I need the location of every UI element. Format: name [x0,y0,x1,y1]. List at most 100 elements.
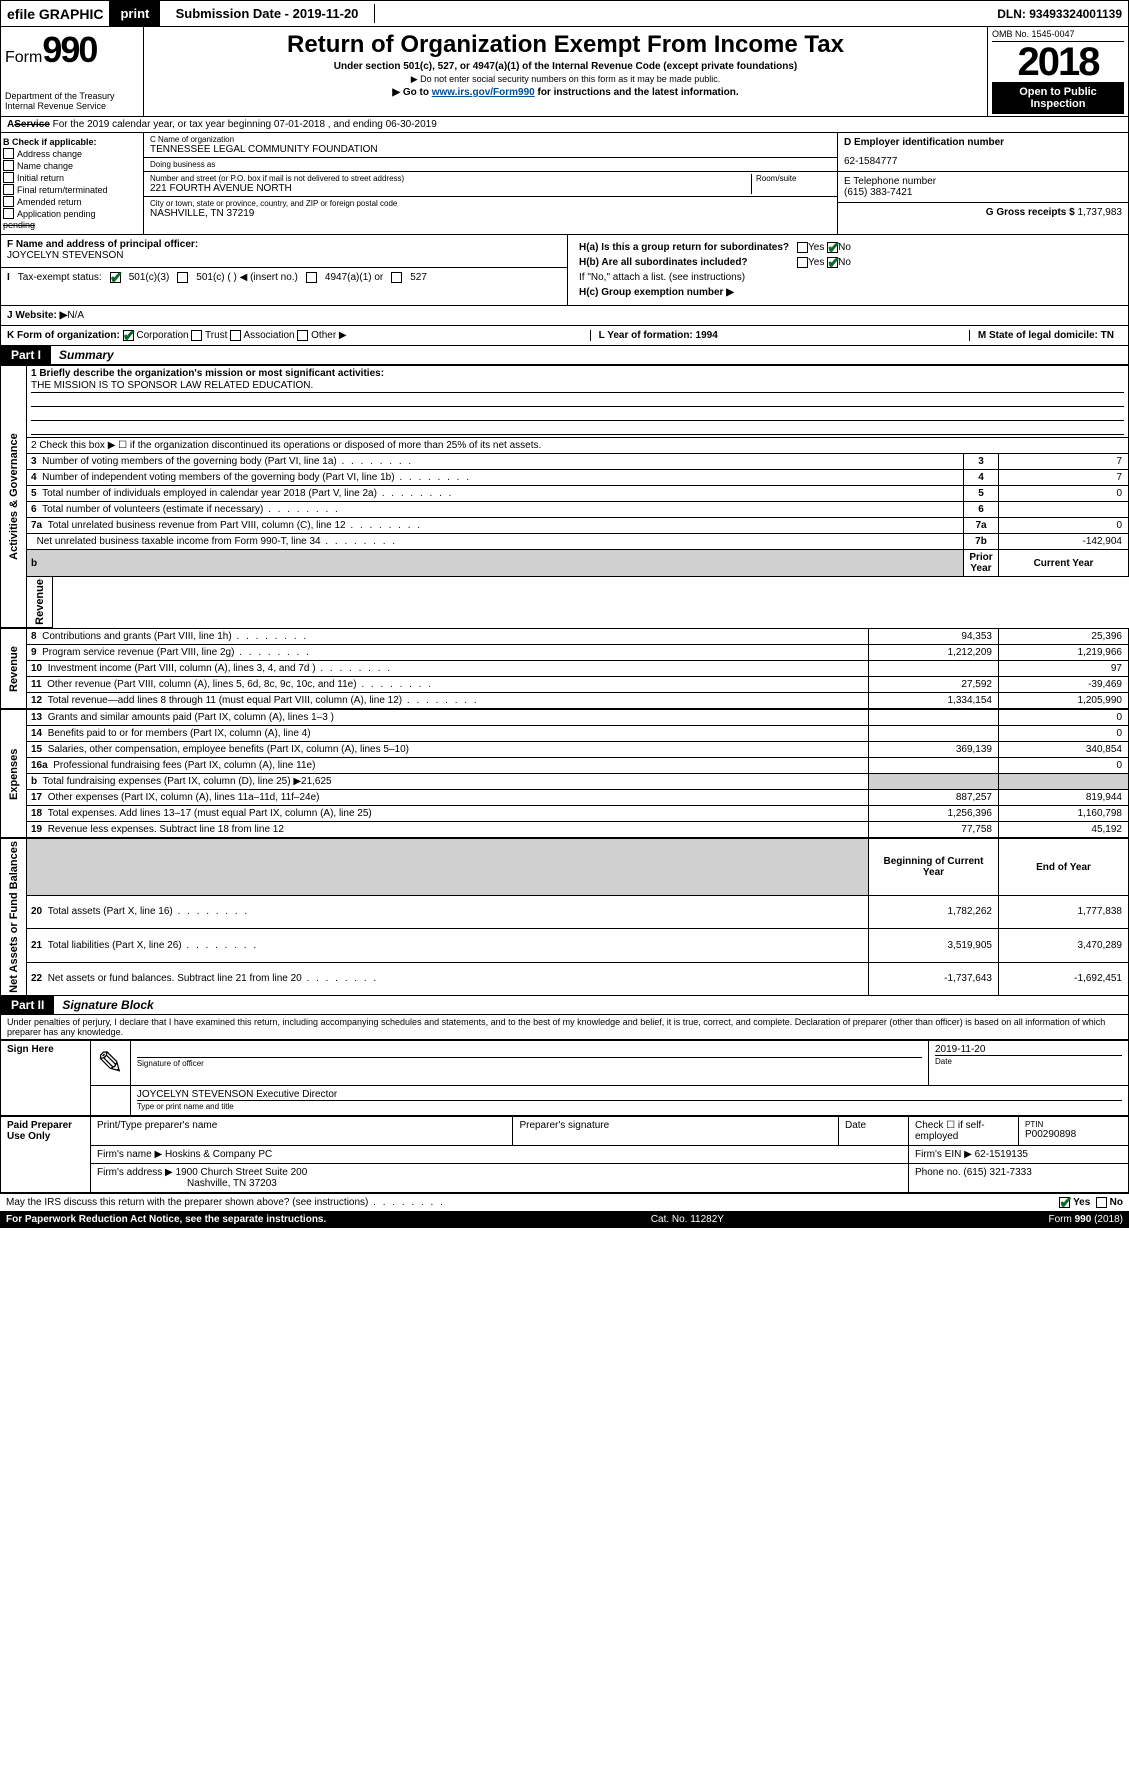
header: Form990 Department of the Treasury Inter… [0,27,1129,117]
col-b-header: B Check if applicable: [3,137,141,147]
chk-4947[interactable] [306,272,317,283]
chk-hb-no[interactable] [827,257,838,268]
chk-corp[interactable] [123,330,134,341]
officer-name: JOYCELYN STEVENSON [7,250,561,261]
footer: For Paperwork Reduction Act Notice, see … [0,1211,1129,1228]
chk-address-change[interactable] [3,148,14,159]
revenue-table: Revenue8 Contributions and grants (Part … [0,628,1129,709]
chk-app-pending[interactable] [3,208,14,219]
addr: 221 FOURTH AVENUE NORTH [150,183,751,194]
self-emp: Check ☐ if self-employed [909,1117,1019,1146]
irs-link[interactable]: www.irs.gov/Form990 [432,87,535,98]
officer-printed: JOYCELYN STEVENSON Executive Director [137,1089,1122,1101]
tax-exempt-label: Tax-exempt status: [18,272,102,283]
city-label: City or town, state or province, country… [150,199,831,208]
footer-center: Cat. No. 11282Y [651,1214,724,1225]
penalty-text: Under penalties of perjury, I declare th… [0,1015,1129,1040]
print-button[interactable]: print [109,1,160,26]
gross-label: G Gross receipts $ [986,207,1078,218]
discuss-label: May the IRS discuss this return with the… [6,1197,445,1208]
part2-num: Part II [1,996,54,1014]
chk-ha-yes[interactable] [797,242,808,253]
sign-here-table: Sign Here ✎ Signature of officer 2019-11… [0,1040,1129,1116]
firm-name: Hoskins & Company PC [165,1149,272,1160]
chk-assoc[interactable] [230,330,241,341]
firm-addr1: 1900 Church Street Suite 200 [176,1167,308,1178]
chk-trust[interactable] [191,330,202,341]
form-prefix: Form [5,49,42,66]
discuss-row: May the IRS discuss this return with the… [0,1193,1129,1211]
col-prior: Prior Year [964,550,999,577]
col-b: B Check if applicable: Address change Na… [1,133,144,234]
chk-other[interactable] [297,330,308,341]
col-de: D Employer identification number 62-15847… [838,133,1128,234]
org-name: TENNESSEE LEGAL COMMUNITY FOUNDATION [150,144,831,155]
form-subtitle: Under section 501(c), 527, or 4947(a)(1)… [150,61,981,72]
chk-501c3[interactable] [110,272,121,283]
chk-discuss-no[interactable] [1096,1197,1107,1208]
ptin: P00290898 [1025,1129,1122,1140]
dba-label: Doing business as [150,160,831,169]
topbar: efile GRAPHIC print Submission Date - 20… [0,0,1129,27]
hb-label: H(b) Are all subordinates included? [576,256,792,269]
col-h: H(a) Is this a group return for subordin… [568,235,1128,305]
room-label: Room/suite [756,174,831,183]
header-right: OMB No. 1545-0047 2018 Open to Public In… [988,27,1128,116]
part2-header: Part II Signature Block [0,996,1129,1015]
expenses-table: Expenses13 Grants and similar amounts pa… [0,709,1129,838]
chk-501c[interactable] [177,272,188,283]
sign-here-label: Sign Here [1,1041,91,1116]
part1-header: Part I Summary [0,346,1129,365]
form-org-label: K Form of organization: [7,330,120,341]
paid-label: Paid Preparer Use Only [1,1117,91,1193]
firm-ein: 62-1519135 [975,1149,1028,1160]
website-label: J Website: ▶ [7,310,67,321]
footer-left: For Paperwork Reduction Act Notice, see … [6,1214,326,1225]
chk-amended[interactable] [3,196,14,207]
efile-label: efile GRAPHIC [1,4,109,24]
form-note-2: ▶ Go to www.irs.gov/Form990 for instruct… [150,87,981,98]
form-title: Return of Organization Exempt From Incom… [150,31,981,59]
chk-name-change[interactable] [3,160,14,171]
sig-date-label: Date [935,1057,952,1066]
ein-label: D Employer identification number [844,137,1122,148]
chk-hb-yes[interactable] [797,257,808,268]
header-center: Return of Organization Exempt From Incom… [144,27,988,116]
chk-527[interactable] [391,272,402,283]
phone: (615) 383-7421 [844,187,1122,198]
row-j: J Website: ▶ N/A [0,306,1129,326]
summary-table: Activities & Governance 1 Briefly descri… [0,365,1129,628]
net-table: Net Assets or Fund BalancesBeginning of … [0,838,1129,996]
chk-initial-return[interactable] [3,172,14,183]
tax-year: 2018 [992,42,1124,82]
part1-num: Part I [1,346,51,364]
prep-name-hdr: Print/Type preparer's name [91,1117,513,1146]
header-left: Form990 Department of the Treasury Inter… [1,27,144,116]
hb-note: If "No," attach a list. (see instruction… [576,271,854,284]
footer-right: Form 990 (2018) [1049,1214,1123,1225]
gross-val: 1,737,983 [1078,207,1123,218]
chk-final-return[interactable] [3,184,14,195]
row-k: K Form of organization: Corporation Trus… [0,326,1129,346]
prep-date-hdr: Date [839,1117,909,1146]
section-bc: B Check if applicable: Address change Na… [0,133,1129,235]
website: N/A [67,310,84,321]
line-a: AService For the 2019 calendar year, or … [0,117,1129,133]
chk-discuss-yes[interactable] [1059,1197,1070,1208]
open-public-badge: Open to Public Inspection [992,82,1124,114]
side-revenue: Revenue [27,577,53,628]
topbar-left: efile GRAPHIC print Submission Date - 20… [1,1,375,26]
dln: DLN: 93493324001139 [991,5,1128,23]
state-domicile: M State of legal domicile: TN [969,330,1122,341]
ein: 62-1584777 [844,156,1122,167]
line1-label: 1 Briefly describe the organization's mi… [31,368,1124,379]
year-formation: L Year of formation: 1994 [590,330,726,341]
hc-label: H(c) Group exemption number ▶ [576,286,854,299]
line2: 2 Check this box ▶ ☐ if the organization… [27,438,1129,454]
addr-label: Number and street (or P.O. box if mail i… [150,174,751,183]
chk-ha-no[interactable] [827,242,838,253]
city: NASHVILLE, TN 37219 [150,208,831,219]
mission-text: THE MISSION IS TO SPONSOR LAW RELATED ED… [31,379,1124,393]
col-current: Current Year [999,550,1129,577]
row-f-h: F Name and address of principal officer:… [0,235,1129,306]
